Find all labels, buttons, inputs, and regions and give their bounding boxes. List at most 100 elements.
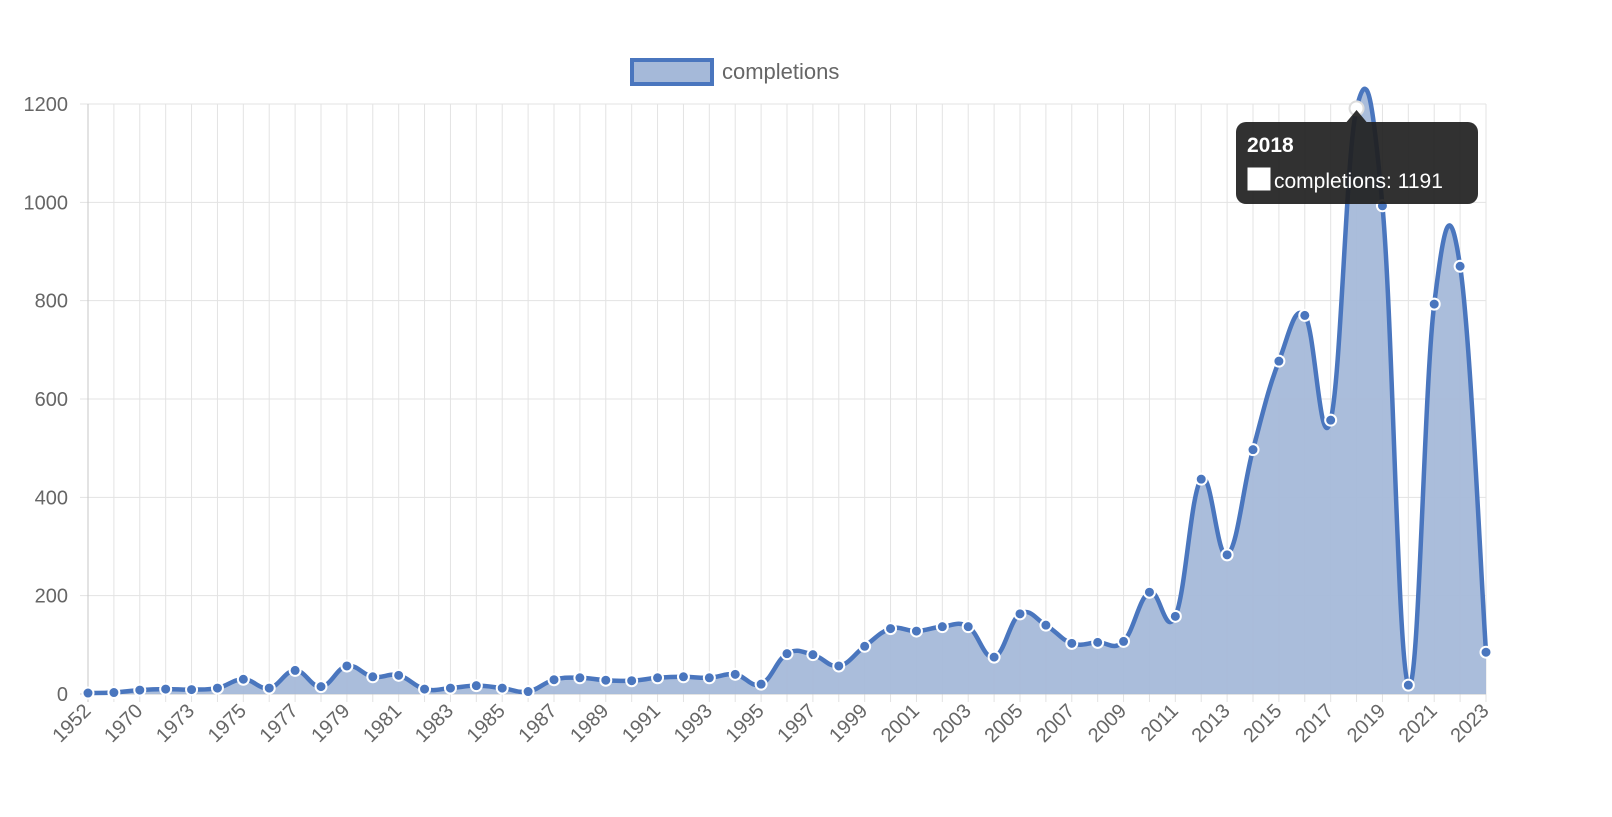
data-point	[1168, 609, 1182, 623]
data-point	[780, 647, 794, 661]
data-point	[547, 673, 561, 687]
data-point	[1013, 607, 1027, 621]
x-tick-label: 1979	[307, 700, 354, 747]
x-tick-label: 1999	[825, 700, 872, 747]
x-tick-label: 2013	[1188, 700, 1235, 747]
x-tick-label: 1970	[100, 700, 147, 747]
data-point	[469, 679, 483, 693]
data-point	[159, 682, 173, 696]
legend-swatch	[630, 58, 714, 86]
y-tick-label: 1000	[24, 192, 69, 214]
data-point	[107, 686, 121, 700]
x-tick-label: 2021	[1395, 700, 1442, 747]
x-tick-label: 2011	[1137, 700, 1183, 746]
x-tick-label: 1975	[204, 700, 251, 747]
data-point	[1246, 443, 1260, 457]
data-point	[1039, 618, 1053, 632]
x-tick-label: 1985	[463, 700, 510, 747]
x-tick-label: 1977	[256, 700, 303, 747]
data-point	[1427, 297, 1441, 311]
data-point	[1324, 413, 1338, 427]
data-point	[314, 680, 328, 694]
legend: completions	[630, 58, 839, 86]
data-point	[832, 659, 846, 673]
data-point	[676, 670, 690, 684]
series-area-completions	[88, 88, 1486, 694]
data-point	[1194, 472, 1208, 486]
data-point	[728, 667, 742, 681]
data-point	[262, 681, 276, 695]
tooltip-title: 2018	[1247, 134, 1294, 157]
data-point	[573, 671, 587, 685]
data-point	[806, 648, 820, 662]
data-point	[1065, 636, 1079, 650]
data-point	[1401, 678, 1415, 692]
data-point	[935, 620, 949, 634]
data-point	[185, 683, 199, 697]
x-tick-label: 1991	[618, 700, 665, 747]
data-point	[1220, 548, 1234, 562]
y-tick-label: 0	[57, 684, 68, 706]
y-tick-label: 800	[35, 291, 68, 313]
x-tick-label: 2005	[981, 700, 1028, 747]
x-tick-label: 1995	[722, 700, 769, 747]
data-point	[702, 671, 716, 685]
data-point	[1091, 635, 1105, 649]
data-point	[1298, 308, 1312, 322]
y-tick-label: 600	[35, 389, 68, 411]
y-tick-label: 400	[35, 487, 68, 509]
x-tick-label: 1993	[670, 700, 717, 747]
legend-label: completions	[722, 59, 839, 84]
x-tick-label: 2007	[1032, 700, 1079, 747]
data-point	[236, 672, 250, 686]
tooltip-caret	[1346, 110, 1367, 122]
data-point	[418, 682, 432, 696]
data-point	[651, 671, 665, 685]
x-tick-label: 1952	[49, 700, 96, 747]
x-tick-label: 2001	[877, 700, 924, 747]
data-point	[961, 620, 975, 634]
data-point	[1142, 585, 1156, 599]
data-point	[81, 686, 95, 700]
tooltip-color-swatch	[1247, 167, 1271, 191]
data-point	[858, 639, 872, 653]
x-tick-label: 2003	[929, 700, 976, 747]
x-tick-label: 1997	[773, 700, 820, 747]
data-point	[366, 670, 380, 684]
x-tick-label: 2019	[1343, 700, 1390, 747]
x-tick-label: 2015	[1239, 700, 1286, 747]
tooltip: 2018 completions: 1191	[1236, 110, 1478, 204]
x-tick-label: 1981	[359, 700, 406, 747]
data-point	[392, 668, 406, 682]
data-point	[754, 677, 768, 691]
data-point	[443, 681, 457, 695]
x-tick-label: 1987	[515, 700, 562, 747]
data-point	[210, 681, 224, 695]
x-tick-label: 1973	[152, 700, 199, 747]
data-point	[1453, 259, 1467, 273]
data-point	[1117, 634, 1131, 648]
tooltip-label: completions: 1191	[1274, 170, 1443, 193]
data-point	[1479, 645, 1493, 659]
data-point	[599, 673, 613, 687]
x-tick-label: 2017	[1291, 700, 1338, 747]
data-point	[133, 683, 147, 697]
data-point	[1272, 354, 1286, 368]
x-tick-label: 1983	[411, 700, 458, 747]
tooltip-box	[1236, 122, 1478, 204]
data-point	[340, 659, 354, 673]
x-tick-label: 2009	[1084, 700, 1131, 747]
y-tick-label: 1200	[24, 94, 69, 116]
x-tick-label: 1989	[566, 700, 613, 747]
data-point	[625, 674, 639, 688]
x-tick-label: 2023	[1447, 700, 1494, 747]
data-point	[884, 622, 898, 636]
data-point	[495, 681, 509, 695]
data-point	[288, 663, 302, 677]
data-point	[521, 685, 535, 699]
y-tick-label: 200	[35, 586, 68, 608]
data-point	[987, 650, 1001, 664]
data-point	[909, 624, 923, 638]
